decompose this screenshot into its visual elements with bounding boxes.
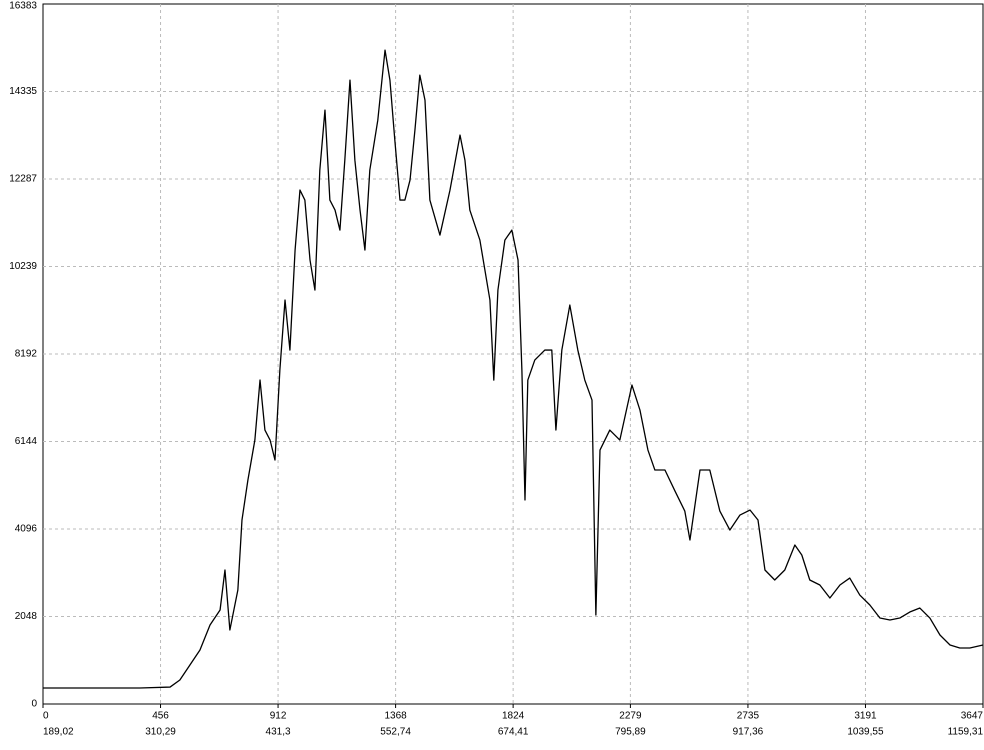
x-tick-label: 2735 — [737, 711, 760, 722]
x-tick-label: 912 — [270, 711, 287, 722]
y-tick-label: 4096 — [15, 524, 38, 535]
x2-tick-label: 1039,55 — [847, 727, 884, 738]
y-tick-label: 0 — [31, 699, 37, 710]
x2-tick-label: 795,89 — [615, 727, 646, 738]
x-tick-label: 3647 — [961, 711, 984, 722]
x-tick-label: 3191 — [854, 711, 877, 722]
y-tick-label: 14335 — [9, 86, 37, 97]
y-tick-label: 8192 — [15, 349, 38, 360]
x2-tick-label: 310,29 — [145, 727, 176, 738]
x2-tick-label: 189,02 — [43, 727, 74, 738]
x2-tick-label: 674,41 — [498, 727, 529, 738]
x-tick-label: 456 — [152, 711, 169, 722]
x-tick-label: 0 — [43, 711, 49, 722]
x2-tick-label: 431,3 — [266, 727, 291, 738]
y-tick-label: 2048 — [15, 611, 38, 622]
x-tick-label: 1824 — [502, 711, 525, 722]
x-tick-label: 1368 — [384, 711, 407, 722]
x2-tick-label: 552,74 — [380, 727, 411, 738]
spectrum-line — [43, 49, 984, 689]
y-tick-label: 10239 — [9, 261, 37, 272]
x2-tick-label: 1159,31 — [948, 727, 984, 738]
y-tick-label: 12287 — [9, 174, 37, 185]
y-tick-label: 6144 — [15, 436, 38, 447]
y-tick-label: 16383 — [9, 1, 37, 12]
x2-tick-label: 917,36 — [733, 727, 764, 738]
x-tick-label: 2279 — [619, 711, 642, 722]
